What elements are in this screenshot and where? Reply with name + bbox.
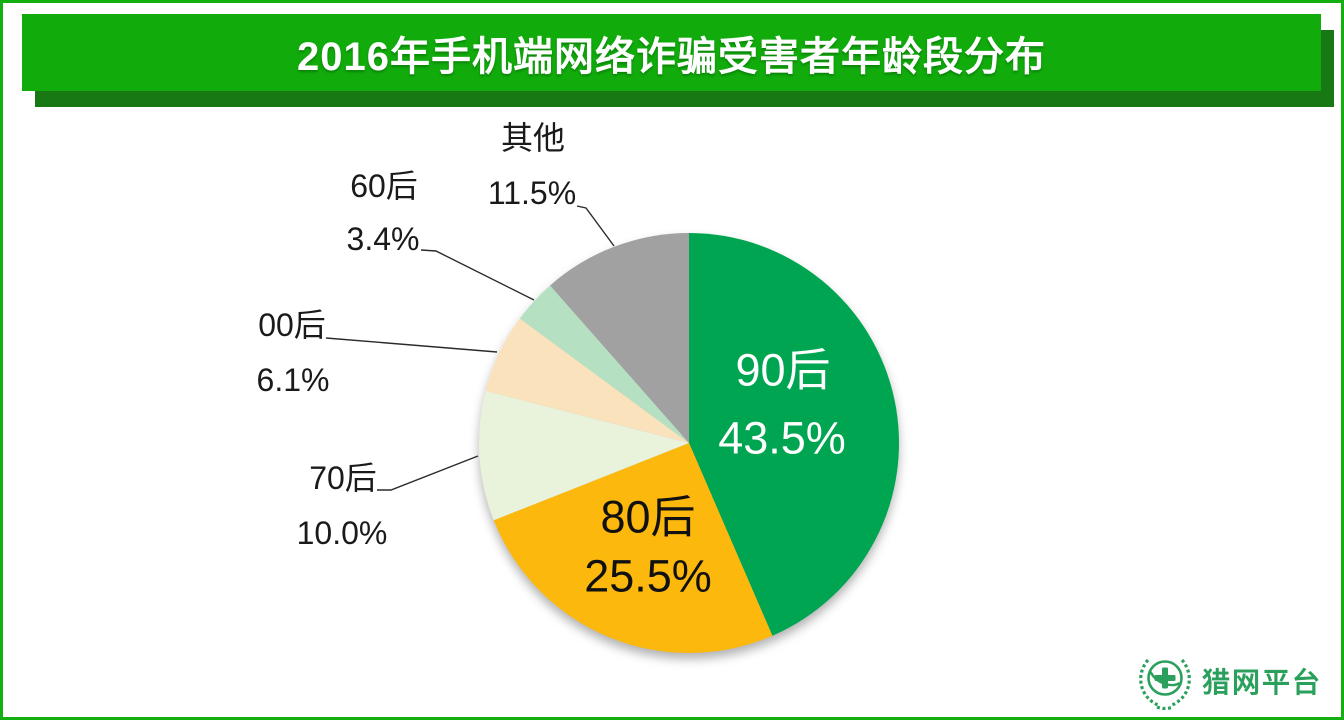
brand-logo: 猎网平台 <box>1137 652 1322 710</box>
slice-value-5: 3.4% <box>346 221 420 257</box>
title-banner: 2016年手机端网络诈骗受害者年龄段分布 <box>22 14 1321 91</box>
leader-line-5 <box>420 249 535 301</box>
leader-line-4 <box>325 337 498 353</box>
slice-label-5: 60后 <box>350 168 418 204</box>
pie-slice-6 <box>550 233 689 443</box>
slice-label-1: 90后 <box>735 344 831 396</box>
slice-value-3: 10.0% <box>296 515 388 551</box>
slice-label-6: 其他 <box>500 120 566 156</box>
brand-name: 猎网平台 <box>1201 667 1322 698</box>
leader-line-6 <box>576 205 615 247</box>
slice-value-1: 43.5% <box>718 412 846 464</box>
pie-slice-1 <box>689 233 900 636</box>
slice-value-6: 11.5% <box>487 175 577 211</box>
slice-value-4: 6.1% <box>256 362 330 398</box>
pie-slice-4 <box>485 318 689 443</box>
pie-slice-5 <box>519 285 689 443</box>
slice-label-4: 00后 <box>258 307 326 343</box>
pie-slice-2 <box>493 443 773 654</box>
pie-slice-3 <box>479 390 689 521</box>
slice-label-2: 80后 <box>600 491 696 543</box>
liewang-emblem-icon <box>1139 658 1191 710</box>
page-title: 2016年手机端网络诈骗受害者年龄段分布 <box>297 34 1046 79</box>
slice-value-2: 25.5% <box>584 550 712 602</box>
slice-label-3: 70后 <box>309 460 377 496</box>
leader-line-3 <box>377 455 479 491</box>
